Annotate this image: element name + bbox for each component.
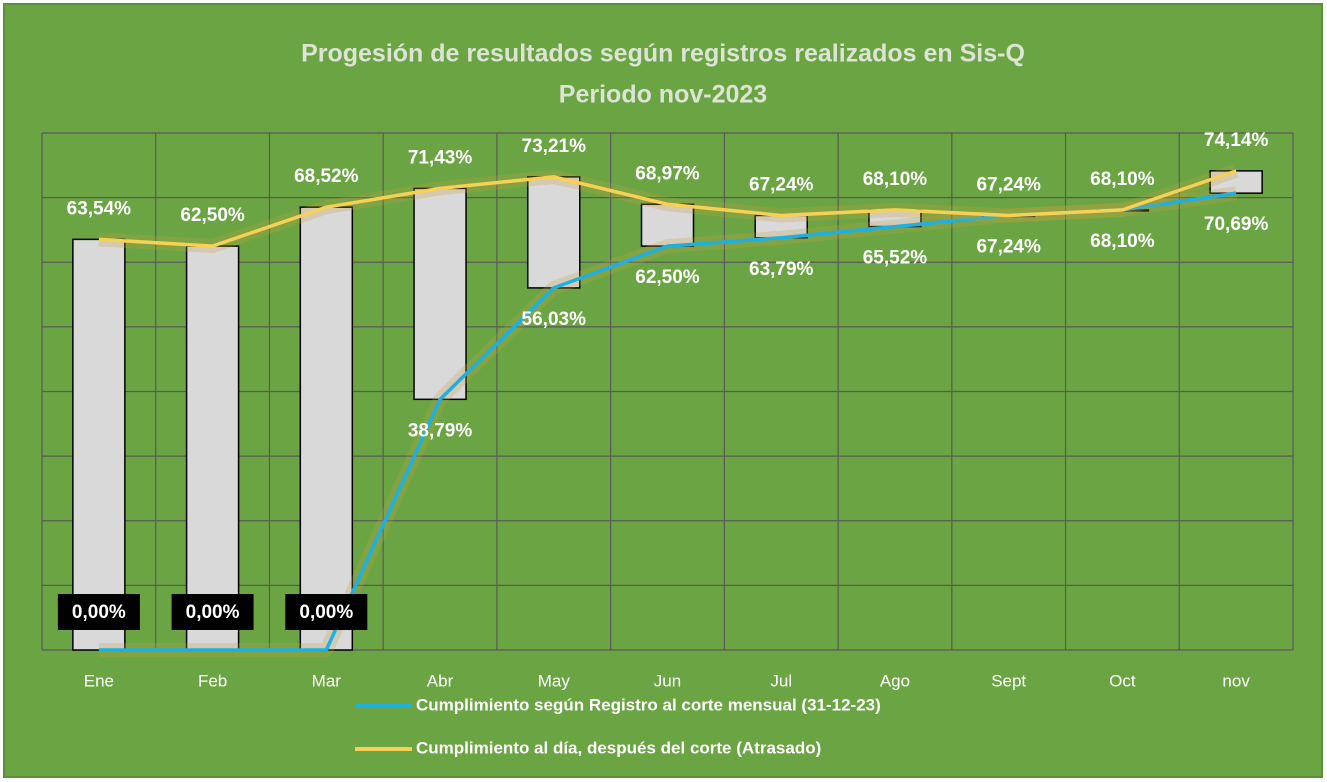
value-label: 63,54%	[67, 198, 132, 219]
value-label: 68,10%	[1090, 231, 1155, 252]
x-tick-label: Oct	[1109, 671, 1136, 690]
up-down-bar	[72, 238, 126, 651]
value-label: 67,24%	[976, 236, 1041, 257]
value-label: 67,24%	[749, 174, 814, 195]
value-label: 74,14%	[1204, 130, 1269, 151]
value-label: 68,97%	[635, 163, 700, 184]
value-label: 56,03%	[522, 309, 587, 330]
value-label-box	[285, 594, 368, 630]
value-label: 62,50%	[635, 267, 700, 288]
x-tick-label: Mar	[312, 671, 342, 690]
up-down-bar	[299, 206, 354, 651]
chart-title: Progesión de resultados según registros …	[301, 40, 1025, 68]
value-label-box	[57, 594, 140, 630]
value-label: 62,50%	[180, 205, 245, 226]
up-down-bar	[413, 187, 467, 401]
value-label: 70,69%	[1204, 214, 1269, 235]
x-tick-label: Ene	[84, 671, 114, 690]
value-label: 71,43%	[408, 147, 473, 168]
value-label: 38,79%	[408, 420, 473, 441]
x-tick-label: Abr	[427, 671, 454, 690]
value-label: 68,52%	[294, 166, 359, 187]
value-label: 68,10%	[863, 169, 928, 190]
value-label-box	[171, 594, 254, 630]
legend-label: Cumplimiento según Registro al corte men…	[416, 695, 881, 714]
value-label: 65,52%	[863, 248, 928, 269]
chart-subtitle: Periodo nov-2023	[559, 81, 767, 109]
legend-label: Cumplimiento al día, después del corte (…	[416, 738, 821, 757]
value-label: 63,79%	[749, 259, 814, 280]
x-tick-label: Feb	[198, 671, 227, 690]
up-down-bar	[185, 245, 240, 651]
value-label: 67,24%	[976, 174, 1041, 195]
x-tick-label: Jun	[654, 671, 681, 690]
x-tick-label: nov	[1222, 671, 1250, 690]
value-label: 0,00%	[186, 602, 240, 623]
series-line	[98, 169, 1237, 248]
value-label: 73,21%	[522, 136, 587, 157]
value-label: 0,00%	[72, 602, 126, 623]
x-tick-label: Ago	[880, 671, 910, 690]
x-tick-label: Sept	[991, 671, 1026, 690]
x-tick-label: Jul	[770, 671, 792, 690]
up-down-bar	[527, 176, 581, 289]
x-tick-label: May	[538, 671, 571, 690]
value-label: 0,00%	[299, 602, 353, 623]
value-label: 68,10%	[1090, 169, 1155, 190]
